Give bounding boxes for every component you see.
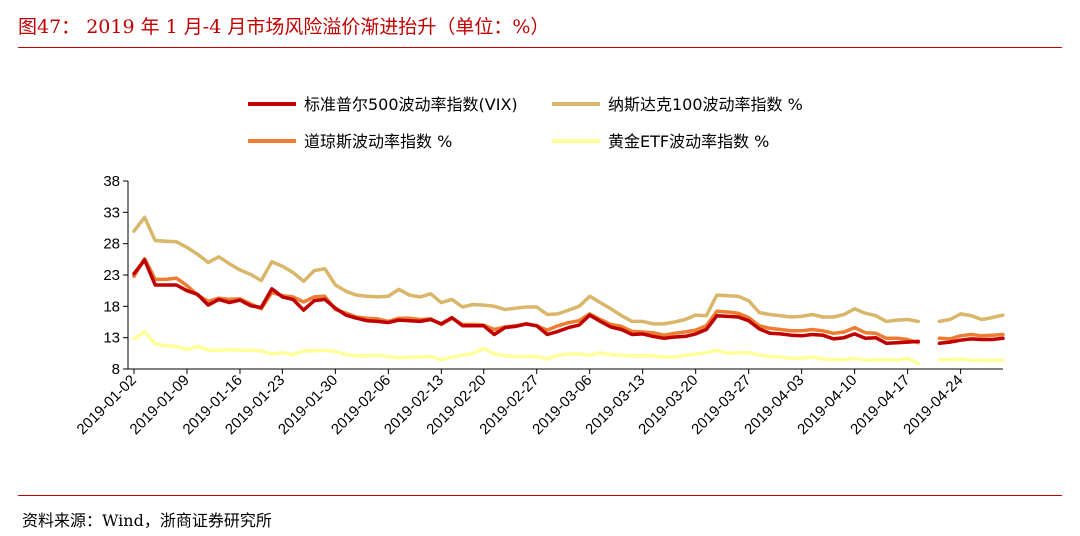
- series-line-3: [132, 329, 1005, 366]
- legend-label-1: 纳斯达克100波动率指数 %: [608, 95, 803, 114]
- legend-label-2: 道琼斯波动率指数 %: [304, 132, 452, 151]
- title-rule: [18, 47, 1062, 48]
- y-tick-label: 8: [112, 361, 120, 378]
- x-tick-labels: 2019-01-022019-01-092019-01-162019-01-23…: [74, 372, 967, 438]
- legend-label-0: 标准普尔500波动率指数(VIX): [304, 95, 518, 114]
- legend: 标准普尔500波动率指数(VIX) 纳斯达克100波动率指数 % 道琼斯波动率指数 …: [248, 95, 803, 151]
- axes: [123, 180, 1003, 374]
- y-tick-label: 38: [103, 173, 120, 190]
- figure-title: 图47： 2019 年 1 月-4 月市场风险溢价渐进抬升（单位：%）: [18, 16, 550, 38]
- series-line-0: [132, 258, 1005, 346]
- source-rule: [18, 495, 1062, 496]
- series-lines: [132, 215, 1005, 366]
- y-tick-label: 18: [103, 298, 120, 315]
- legend-label-3: 黄金ETF波动率指数 %: [608, 132, 769, 151]
- source-note: 资料来源：Wind，浙商证券研究所: [22, 511, 272, 530]
- y-tick-label: 28: [103, 236, 120, 253]
- series-line-1: [132, 215, 1005, 326]
- y-tick-label: 33: [103, 204, 120, 221]
- y-tick-label: 23: [103, 267, 120, 284]
- y-tick-labels: 8 13 18 23 28 33 38: [103, 173, 120, 378]
- y-tick-label: 13: [103, 330, 120, 347]
